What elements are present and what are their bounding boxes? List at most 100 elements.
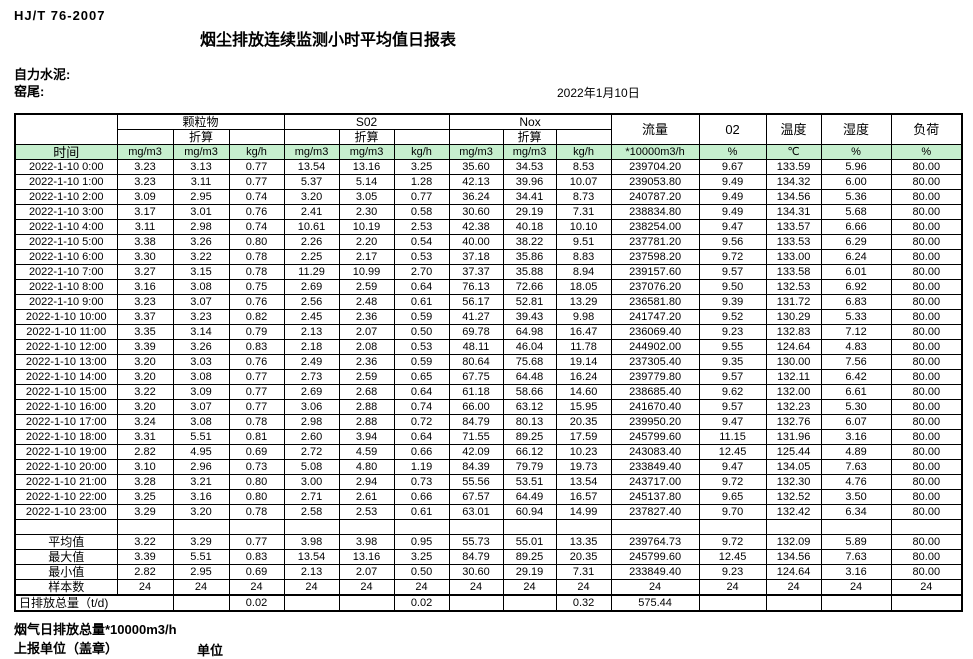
value-cell: 238834.80	[610, 204, 700, 220]
value-cell	[890, 594, 963, 612]
header-blank	[228, 129, 285, 145]
value-cell: 0.50	[393, 564, 450, 580]
value-cell: 2.82	[116, 444, 174, 460]
value-cell: 3.25	[393, 549, 450, 565]
value-cell: 11.29	[283, 264, 340, 280]
value-cell: 130.29	[765, 309, 822, 325]
header-time-blank	[14, 113, 118, 145]
unit-cell: mg/m3	[448, 144, 504, 160]
value-cell: 3.98	[283, 534, 340, 550]
value-cell: 243083.40	[610, 444, 700, 460]
value-cell: 2.49	[283, 354, 340, 370]
table-row: 2022-1-10 3:00 3.17 3.01 0.76 2.41 2.30 0.58 30…	[14, 204, 963, 220]
value-cell: 30.60	[448, 204, 504, 220]
value-cell: 39.96	[502, 174, 557, 190]
value-cell: 19.73	[555, 459, 612, 475]
header-converted-nox: 折算	[502, 129, 557, 145]
value-cell: 3.09	[116, 189, 174, 205]
value-cell: 39.43	[502, 309, 557, 325]
value-cell: 20.35	[555, 414, 612, 430]
value-cell: 3.23	[116, 174, 174, 190]
header-humidity: 湿度	[820, 113, 892, 145]
value-cell: 3.28	[116, 474, 174, 490]
value-cell: 14.60	[555, 384, 612, 400]
value-cell: 80.00	[890, 234, 963, 250]
value-cell: 9.72	[698, 474, 767, 490]
time-cell: 2022-1-10 23:00	[14, 504, 118, 520]
header-o2: 02	[698, 113, 767, 145]
table-row: 2022-1-10 12:00 3.39 3.26 0.83 2.18 2.08 0.53 4…	[14, 339, 963, 355]
value-cell: 0.77	[228, 534, 285, 550]
value-cell: 2.69	[283, 279, 340, 295]
value-cell: 6.61	[820, 384, 892, 400]
value-cell: 5.30	[820, 399, 892, 415]
time-cell: 2022-1-10 5:00	[14, 234, 118, 250]
header-blank	[448, 129, 504, 145]
table-row: 2022-1-10 4:00 3.11 2.98 0.74 10.61 10.19 2.53…	[14, 219, 963, 235]
value-cell: 2.88	[338, 399, 395, 415]
header-flow: 流量	[610, 113, 700, 145]
table-row: 2022-1-10 7:00 3.27 3.15 0.78 11.29 10.99 2.70…	[14, 264, 963, 280]
value-cell: 133.53	[765, 234, 822, 250]
value-cell: 2.13	[283, 324, 340, 340]
value-cell: 2.60	[283, 429, 340, 445]
value-cell: 9.72	[698, 534, 767, 550]
value-cell: 72.66	[502, 279, 557, 295]
value-cell: 64.49	[502, 489, 557, 505]
value-cell: 80.64	[448, 354, 504, 370]
value-cell	[283, 594, 340, 612]
value-cell: 0.72	[393, 414, 450, 430]
value-cell: 238254.00	[610, 219, 700, 235]
value-cell: 35.60	[448, 159, 504, 175]
header-blank	[555, 129, 612, 145]
value-cell: 0.02	[228, 594, 285, 612]
value-cell: 132.53	[765, 279, 822, 295]
value-cell: 245799.60	[610, 549, 700, 565]
value-cell: 2.95	[172, 564, 230, 580]
value-cell: 9.56	[698, 234, 767, 250]
table-row: 2022-1-10 20:00 3.10 2.96 0.73 5.08 4.80 1.19 8…	[14, 459, 963, 475]
table-row: 2022-1-10 22:00 3.25 3.16 0.80 2.71 2.61 0.66 6…	[14, 489, 963, 505]
value-cell: 5.51	[172, 429, 230, 445]
value-cell: 80.00	[890, 369, 963, 385]
value-cell: 2.48	[338, 294, 395, 310]
value-cell: 9.67	[698, 159, 767, 175]
header-blank	[393, 129, 450, 145]
value-cell: 7.31	[555, 204, 612, 220]
value-cell: 0.32	[555, 594, 612, 612]
value-cell: 3.38	[116, 234, 174, 250]
value-cell: 55.01	[502, 534, 557, 550]
value-cell: 3.01	[172, 204, 230, 220]
value-cell: 2.71	[283, 489, 340, 505]
value-cell: 3.16	[116, 279, 174, 295]
value-cell: 239779.80	[610, 369, 700, 385]
value-cell: 9.47	[698, 459, 767, 475]
value-cell: 8.83	[555, 249, 612, 265]
value-cell: 24	[555, 579, 612, 596]
value-cell: 5.33	[820, 309, 892, 325]
time-cell: 2022-1-10 19:00	[14, 444, 118, 460]
value-cell: 3.31	[116, 429, 174, 445]
value-cell: 3.20	[116, 354, 174, 370]
value-cell: 130.00	[765, 354, 822, 370]
value-cell: 24	[172, 579, 230, 596]
value-cell: 6.92	[820, 279, 892, 295]
value-cell: 0.66	[393, 489, 450, 505]
value-cell: 9.47	[698, 219, 767, 235]
time-cell: 2022-1-10 11:00	[14, 324, 118, 340]
value-cell: 75.68	[502, 354, 557, 370]
value-cell: 125.44	[765, 444, 822, 460]
value-cell: 3.15	[172, 264, 230, 280]
value-cell: 10.99	[338, 264, 395, 280]
value-cell: 58.66	[502, 384, 557, 400]
value-cell: 3.10	[116, 459, 174, 475]
value-cell: 34.53	[502, 159, 557, 175]
value-cell	[448, 594, 504, 612]
value-cell: 0.76	[228, 204, 285, 220]
value-cell: 3.23	[172, 309, 230, 325]
value-cell: 2.70	[393, 264, 450, 280]
value-cell: 134.05	[765, 459, 822, 475]
value-cell: 2.53	[393, 219, 450, 235]
time-cell: 2022-1-10 14:00	[14, 369, 118, 385]
